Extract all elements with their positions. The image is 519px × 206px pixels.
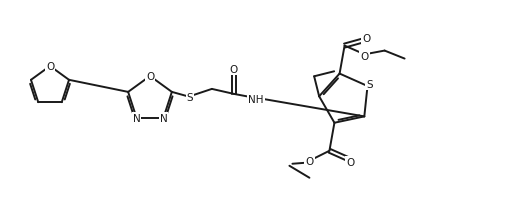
Text: O: O [230, 64, 238, 75]
Text: O: O [146, 72, 154, 82]
Text: O: O [361, 51, 368, 61]
Text: N: N [160, 113, 168, 123]
Text: S: S [366, 80, 373, 90]
Text: O: O [46, 62, 54, 72]
Text: S: S [186, 92, 193, 102]
Text: O: O [346, 157, 354, 167]
Text: O: O [305, 156, 313, 166]
Text: N: N [133, 113, 140, 123]
Text: O: O [362, 33, 371, 43]
Text: NH: NH [248, 94, 264, 104]
